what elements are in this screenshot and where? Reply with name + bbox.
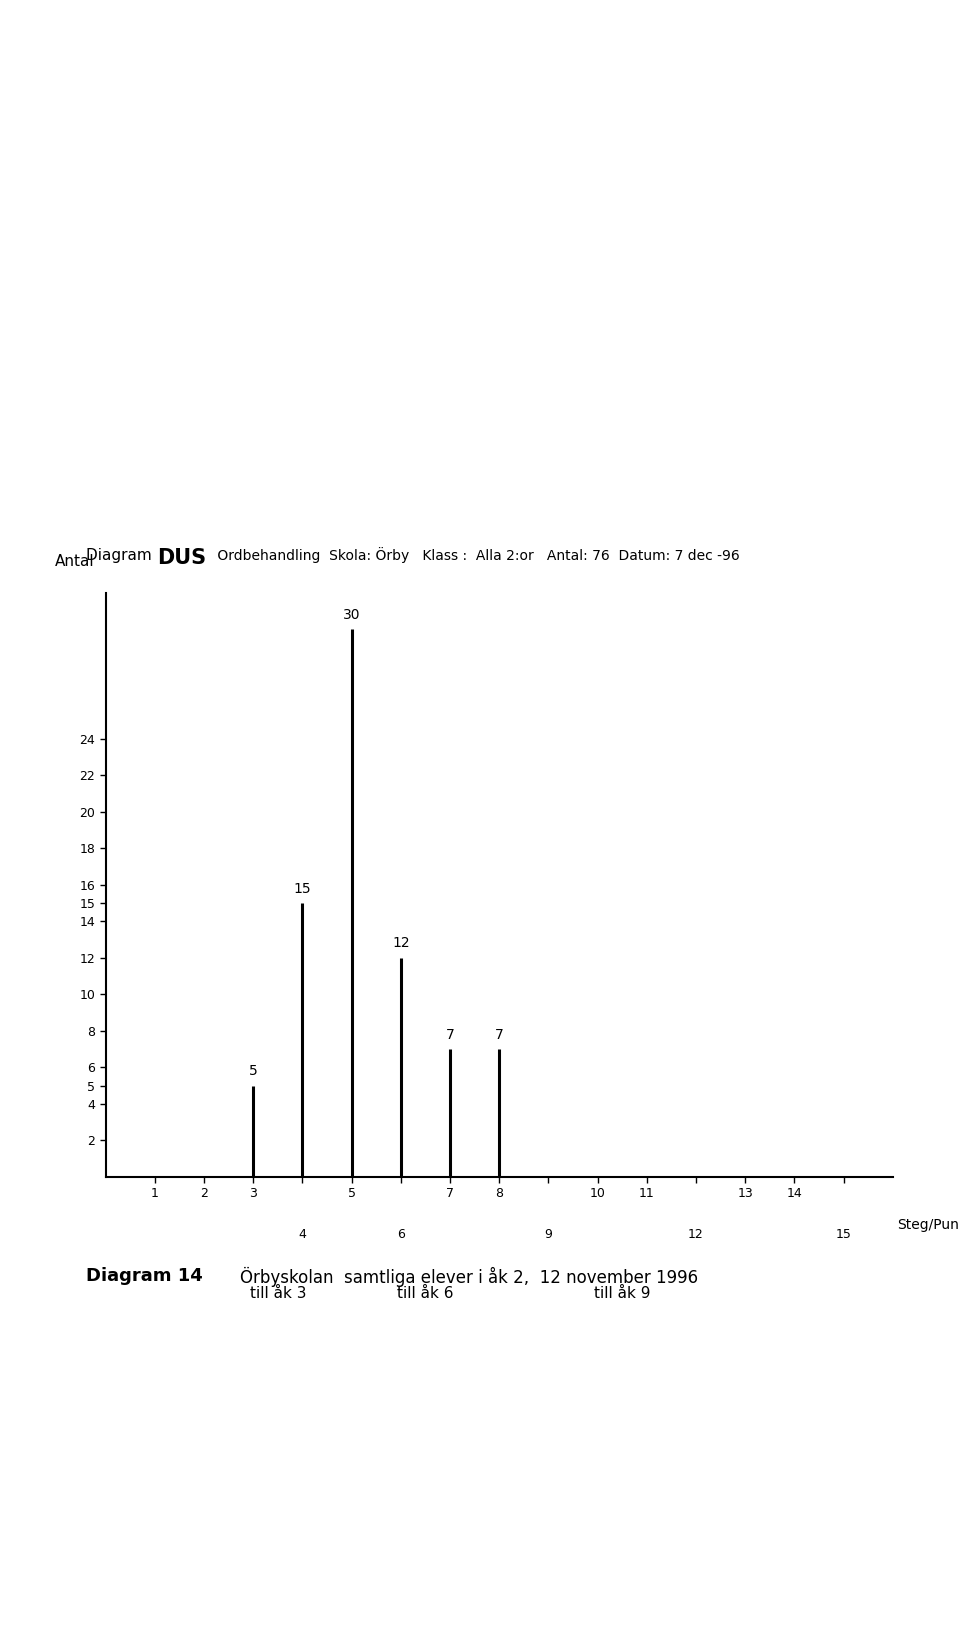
Text: Ordbehandling  Skola: Örby   Klass :  Alla 2:or   Antal: 76  Datum: 7 dec -96: Ordbehandling Skola: Örby Klass : Alla 2… <box>213 546 740 563</box>
Text: Antal: Antal <box>55 555 94 570</box>
Text: till åk 6: till åk 6 <box>397 1287 454 1302</box>
Text: DUS: DUS <box>157 548 206 568</box>
Text: 5: 5 <box>249 1065 257 1078</box>
Text: Örbyskolan  samtliga elever i åk 2,  12 november 1996: Örbyskolan samtliga elever i åk 2, 12 no… <box>240 1267 698 1287</box>
Text: 12: 12 <box>392 937 410 950</box>
Text: 15: 15 <box>835 1228 852 1241</box>
Text: 15: 15 <box>294 882 311 895</box>
Text: 7: 7 <box>494 1027 504 1042</box>
Text: 4: 4 <box>299 1228 306 1241</box>
Text: 7: 7 <box>445 1027 454 1042</box>
Text: 30: 30 <box>343 607 360 622</box>
Text: Diagram: Diagram <box>86 548 162 563</box>
Text: Steg/Punkter: Steg/Punkter <box>897 1218 960 1231</box>
Text: 9: 9 <box>544 1228 552 1241</box>
Text: 12: 12 <box>688 1228 704 1241</box>
Text: Diagram 14: Diagram 14 <box>86 1267 204 1286</box>
Text: till åk 3: till åk 3 <box>250 1287 306 1302</box>
Text: 6: 6 <box>396 1228 405 1241</box>
Text: till åk 9: till åk 9 <box>594 1287 651 1302</box>
